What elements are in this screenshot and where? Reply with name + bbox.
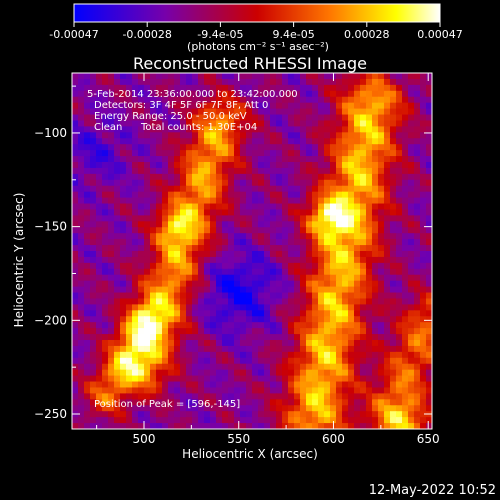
annotation-peak-position: Position of Peak = [596,-145]	[94, 399, 240, 410]
y-tick-label: −250	[34, 407, 67, 421]
x-tick-label: 500	[133, 432, 156, 446]
x-axis-label: Heliocentric X (arcsec)	[182, 447, 318, 461]
colorbar-tick-label: -9.4e-05	[197, 28, 243, 41]
axis-ticks: 500 550 600 650 −250 −200 −150 −100	[34, 73, 440, 446]
chart-title: Reconstructed RHESSI Image	[133, 54, 367, 73]
colorbar-tick-label: 9.4e-05	[272, 28, 314, 41]
colorbar-tick-label: 0.00028	[344, 28, 390, 41]
heatmap-image	[72, 73, 432, 429]
y-tick-label: −200	[34, 313, 67, 327]
x-tick-label: 550	[227, 432, 250, 446]
x-tick-label: 600	[322, 432, 345, 446]
colorbar-tick-label: -0.00047	[49, 28, 98, 41]
colorbar-tick-label: 0.00047	[417, 28, 463, 41]
colorbar-tick-label: -0.00028	[122, 28, 171, 41]
colorbar-ticks: -0.00047 -0.00028 -9.4e-05 9.4e-05 0.00028 0.…	[49, 22, 463, 41]
annotation-energy-range: Energy Range: 25.0 - 50.0 keV	[94, 111, 247, 122]
annotation-clean: Clean	[94, 122, 122, 133]
y-axis-label: Heliocentric Y (arcsec)	[12, 193, 26, 328]
annotation-time-range: 5-Feb-2014 23:36:00.000 to 23:42:00.000	[87, 89, 298, 100]
annotation-detectors: Detectors: 3F 4F 5F 6F 7F 8F, Att 0	[94, 100, 268, 111]
info-annotations: 5-Feb-2014 23:36:00.000 to 23:42:00.000 …	[87, 89, 298, 410]
plot-frame	[71, 72, 433, 430]
footer-timestamp: 12-May-2022 10:52	[369, 483, 496, 498]
colorbar-units: (photons cm⁻² s⁻¹ asec⁻²)	[187, 40, 329, 53]
colorbar: -0.00047 -0.00028 -9.4e-05 9.4e-05 0.00028 0.…	[49, 3, 463, 53]
y-tick-label: −100	[34, 126, 67, 140]
y-tick-label: −150	[34, 220, 67, 234]
x-tick-label: 650	[417, 432, 440, 446]
colorbar-strip	[73, 3, 441, 23]
annotation-total-counts: Total counts: 1.30E+04	[140, 122, 257, 133]
